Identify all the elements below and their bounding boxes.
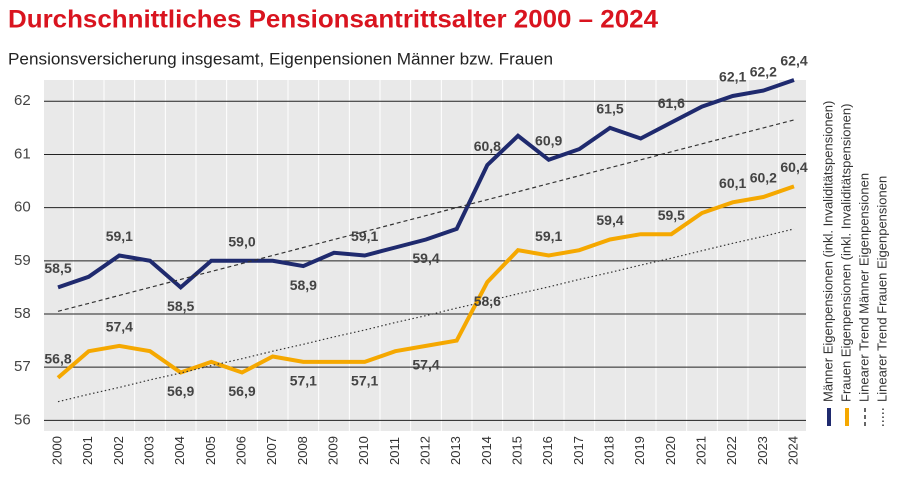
x-tick-label: 2001 [80, 436, 95, 465]
data-label: 59,5 [658, 207, 685, 223]
data-label: 60,9 [535, 132, 562, 148]
data-label: 62,4 [780, 53, 807, 69]
data-label: 59,0 [228, 234, 255, 250]
data-label: 57,1 [290, 373, 317, 389]
x-tick-label: 2022 [724, 436, 739, 465]
x-tick-label: 2003 [141, 436, 156, 465]
data-label: 57,1 [351, 373, 378, 389]
data-label: 59,4 [412, 250, 439, 266]
x-tick-label: 2021 [693, 436, 708, 465]
x-tick-label: 2000 [49, 436, 64, 465]
legend-label: Linearer Trend Männer Eigenpensionen [856, 173, 871, 402]
data-label: 60,1 [719, 175, 746, 191]
x-tick-label: 2010 [356, 436, 371, 465]
y-tick-label: 60 [14, 199, 31, 216]
chart-title: Durchschnittliches Pensionsantrittsalter… [8, 6, 658, 34]
series-line [56, 184, 795, 380]
data-label: 61,5 [596, 101, 623, 117]
data-label: 56,9 [167, 383, 194, 399]
x-tick-label: 2002 [111, 436, 126, 465]
x-tick-label: 2005 [203, 436, 218, 465]
x-tick-label: 2007 [264, 436, 279, 465]
data-label: 59,1 [535, 228, 562, 244]
x-tick-label: 2004 [172, 436, 187, 465]
data-label: 58,9 [290, 277, 317, 293]
x-tick-label: 2016 [540, 436, 555, 465]
legend-label: Frauen Eigenpensionen (inkl. Invalidität… [838, 104, 853, 402]
x-tick-label: 2024 [785, 436, 800, 465]
x-tick-label: 2014 [479, 436, 494, 465]
data-label: 57,4 [412, 357, 439, 373]
data-label: 60,8 [474, 138, 501, 154]
data-label: 61,6 [658, 95, 685, 111]
x-tick-label: 2013 [448, 436, 463, 465]
x-tick-label: 2011 [387, 437, 402, 465]
x-tick-label: 2006 [233, 436, 248, 465]
plot-area [44, 80, 806, 431]
y-tick-label: 59 [14, 252, 31, 269]
x-tick-label: 2018 [601, 436, 616, 465]
data-label: 60,4 [780, 159, 807, 175]
data-label: 62,2 [750, 63, 777, 79]
data-label: 62,1 [719, 69, 746, 85]
data-label: 56,9 [228, 383, 255, 399]
x-tick-label: 2015 [509, 436, 524, 465]
data-label: 59,1 [351, 228, 378, 244]
x-tick-label: 2019 [632, 436, 647, 465]
chart-subtitle: Pensionsversicherung insgesamt, Eigenpen… [8, 49, 553, 68]
x-tick-label: 2012 [417, 436, 432, 465]
series-line [57, 119, 795, 312]
series-line [57, 78, 795, 291]
y-tick-label: 61 [14, 145, 31, 162]
y-tick-label: 57 [14, 358, 31, 375]
data-label: 59,1 [106, 228, 133, 244]
x-tick-label: 2008 [295, 436, 310, 465]
legend-label: Männer Eigenpensionen (inkl. Invalidität… [820, 101, 835, 402]
data-label: 60,2 [750, 170, 777, 186]
x-tick-label: 2020 [663, 436, 678, 465]
data-label: 56,8 [44, 351, 71, 367]
data-label: 58,5 [167, 298, 194, 314]
data-label: 57,4 [106, 319, 133, 335]
data-label: 59,4 [596, 212, 623, 228]
x-tick-label: 2009 [325, 436, 340, 465]
y-tick-label: 58 [14, 305, 31, 322]
x-tick-label: 2017 [571, 436, 586, 465]
y-tick-label: 56 [14, 411, 31, 428]
data-label: 58,5 [44, 260, 71, 276]
legend: Männer Eigenpensionen (inkl. Invalidität… [820, 101, 889, 426]
legend-label: Linearer Trend Frauen Eigenpensionen [874, 176, 889, 402]
y-tick-label: 62 [14, 92, 31, 109]
x-tick-label: 2023 [755, 436, 770, 465]
